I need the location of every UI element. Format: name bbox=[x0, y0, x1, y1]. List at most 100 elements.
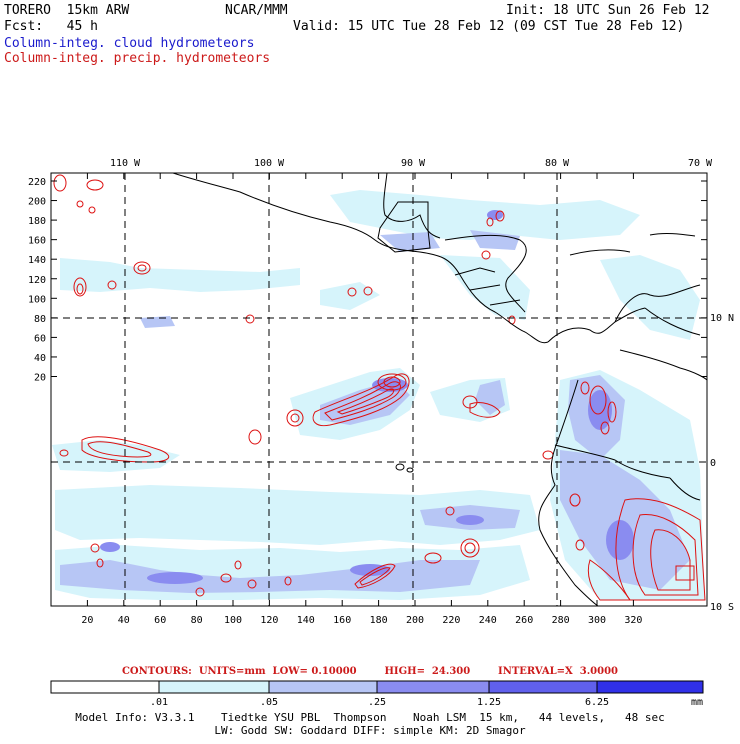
x-tick-label: 220 bbox=[442, 615, 460, 626]
precip-contour bbox=[460, 538, 480, 558]
precip-contour bbox=[383, 376, 401, 388]
colorbar-segment bbox=[268, 680, 378, 694]
x-tick-label: 160 bbox=[333, 615, 351, 626]
precip-contour bbox=[615, 498, 706, 601]
precip-contour bbox=[632, 514, 699, 596]
cloud-region bbox=[600, 255, 700, 340]
precip-contour bbox=[445, 506, 455, 516]
cloud-core bbox=[147, 572, 203, 584]
precip-contour bbox=[59, 449, 69, 457]
precip-contour bbox=[312, 373, 410, 427]
x-tick-label: 20 bbox=[81, 615, 93, 626]
precip-contour bbox=[486, 217, 494, 227]
colorbar-segment bbox=[376, 680, 490, 694]
precip-contour bbox=[81, 436, 170, 463]
x-tick-label: 300 bbox=[588, 615, 606, 626]
precip-contour bbox=[354, 563, 396, 589]
precip-contour bbox=[137, 264, 147, 272]
cloud-core bbox=[487, 210, 503, 220]
y-tick-label: 140 bbox=[28, 255, 46, 266]
precip-contour bbox=[569, 493, 581, 507]
colorbar-label: 1.25 bbox=[477, 697, 501, 708]
colorbar-label: .25 bbox=[368, 697, 386, 708]
lat-label: 10 S bbox=[710, 602, 734, 613]
colorbar-label: 6.25 bbox=[585, 697, 609, 708]
precip-contour bbox=[133, 261, 151, 275]
precip-contour bbox=[324, 381, 401, 421]
precip-contour bbox=[247, 579, 257, 589]
cloud-region bbox=[60, 258, 300, 292]
precip-contour bbox=[464, 542, 476, 554]
precip-contour bbox=[575, 539, 585, 551]
y-tick-label: 20 bbox=[34, 373, 46, 384]
precip-contour bbox=[195, 587, 205, 597]
precip-contour bbox=[76, 283, 84, 295]
colorbar: .01 .05 .25 1.25 6.25 mm bbox=[50, 680, 704, 708]
field-cloud-label: Column-integ. cloud hydrometeors bbox=[4, 36, 255, 51]
cloud-region bbox=[55, 485, 540, 545]
precip-contour bbox=[73, 277, 87, 297]
lat-label: 0 bbox=[710, 458, 716, 469]
precip-contour bbox=[424, 552, 442, 564]
x-tick-label: 200 bbox=[406, 615, 424, 626]
precip-contour bbox=[589, 385, 607, 415]
y-tick-label: 40 bbox=[34, 353, 46, 364]
org-label: NCAR/MMM bbox=[225, 3, 288, 18]
lon-label: 110 W bbox=[110, 158, 141, 169]
y-tick-label: 80 bbox=[34, 314, 46, 325]
precip-contour bbox=[76, 200, 84, 208]
y-tick-label: 120 bbox=[28, 275, 46, 286]
precip-contour bbox=[495, 210, 505, 222]
precip-contour bbox=[587, 559, 631, 601]
colorbar-segment bbox=[596, 680, 704, 694]
x-tick-label: 80 bbox=[191, 615, 203, 626]
model-info-line1: Model Info: V3.3.1 Tiedtke YSU PBL Thomp… bbox=[75, 711, 665, 724]
lat-label: 10 N bbox=[710, 313, 734, 324]
lon-label: 100 W bbox=[254, 158, 285, 169]
y-tick-label: 160 bbox=[28, 236, 46, 247]
contour-info: CONTOURS: UNITS=mm LOW= 0.10000 HIGH= 24… bbox=[121, 666, 619, 677]
y-tick-label: 220 bbox=[28, 177, 46, 188]
valid-time: Valid: 15 UTC Tue 28 Feb 12 (09 CST Tue … bbox=[293, 19, 685, 34]
cloud-core bbox=[100, 542, 120, 552]
colorbar-label: .01 bbox=[150, 697, 168, 708]
x-tick-label: 320 bbox=[624, 615, 642, 626]
precip-contour bbox=[359, 567, 391, 586]
cloud-region bbox=[560, 450, 690, 590]
precip-contour bbox=[336, 388, 395, 415]
border-ecuador bbox=[554, 444, 671, 479]
precip-contour bbox=[290, 413, 300, 423]
precip-contour bbox=[347, 287, 357, 297]
y-tick-label: 60 bbox=[34, 333, 46, 344]
precip-contour bbox=[53, 174, 67, 192]
x-tick-label: 280 bbox=[552, 615, 570, 626]
colorbar-label: .05 bbox=[260, 697, 278, 708]
border-colombia bbox=[619, 349, 707, 381]
precip-contour bbox=[86, 179, 104, 191]
precip-contour bbox=[580, 381, 590, 395]
x-tick-label: 240 bbox=[479, 615, 497, 626]
cloud-core bbox=[456, 515, 484, 525]
model-title: TORERO 15km ARW bbox=[4, 3, 130, 18]
precip-contours bbox=[53, 174, 706, 601]
caribbean-islands bbox=[569, 232, 696, 256]
x-tick-label: 40 bbox=[118, 615, 130, 626]
precip-contour bbox=[88, 206, 96, 214]
precip-contour bbox=[481, 250, 491, 260]
precip-contour bbox=[650, 529, 691, 591]
galapagos bbox=[406, 467, 414, 473]
x-tick-label: 100 bbox=[224, 615, 242, 626]
axis-ticks: 20 40 60 80 100 120 140 160 180 200 220 240 260 280 30… bbox=[28, 173, 707, 626]
colorbar-segment bbox=[158, 680, 270, 694]
coastline-panama bbox=[547, 307, 646, 343]
y-tick-label: 100 bbox=[28, 294, 46, 305]
y-tick-label: 200 bbox=[28, 197, 46, 208]
coastline-mexico bbox=[172, 173, 549, 344]
precip-contour bbox=[600, 421, 610, 435]
x-tick-label: 260 bbox=[515, 615, 533, 626]
border-peru bbox=[669, 477, 701, 501]
precip-contour bbox=[286, 409, 304, 427]
x-tick-label: 180 bbox=[370, 615, 388, 626]
